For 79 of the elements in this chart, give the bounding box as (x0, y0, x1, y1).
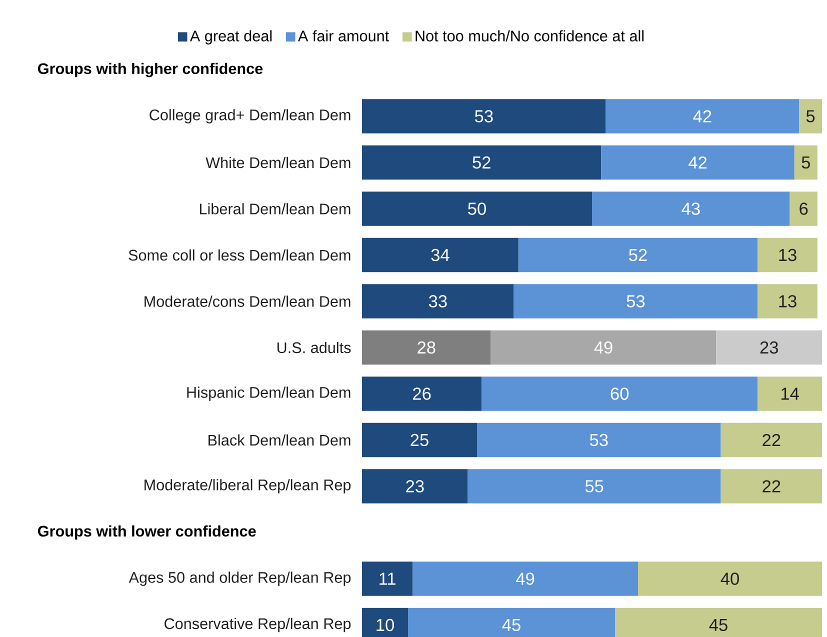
text: Groups with higher confidence (38, 62, 263, 78)
data-label: 55 (585, 480, 604, 492)
bar (799, 99, 822, 134)
bar (468, 469, 721, 504)
y-tick-label: Conservative Rep/lean Rep (164, 618, 351, 632)
data-label: 28 (418, 341, 436, 354)
bar (362, 99, 606, 134)
data-label: 40 (720, 572, 739, 585)
legend-label: Not too much/No confidence at all (416, 30, 644, 42)
y-tick-label: Ages 50 and older Rep/lean Rep (128, 572, 351, 586)
y-tick-label: U.S. adults (277, 342, 351, 354)
data-label: 33 (428, 295, 447, 308)
bar (794, 145, 818, 180)
bar (601, 145, 794, 180)
bar (482, 376, 758, 411)
text: Groups with lower confidence (38, 525, 256, 540)
bar (790, 192, 818, 226)
y-tick-label: College grad+ Dem/lean Dem (150, 109, 350, 124)
data-label: 25 (410, 434, 428, 446)
data-label: 52 (472, 156, 490, 169)
data-label: 53 (590, 434, 608, 446)
data-label: 34 (431, 248, 450, 262)
data-label: 50 (468, 202, 486, 215)
data-label: 53 (474, 110, 493, 122)
bar (362, 469, 468, 504)
bar (592, 192, 790, 226)
data-label: 13 (779, 248, 796, 262)
data-label: 5 (806, 110, 815, 122)
y-tick-label: White Dem/lean Dem (206, 156, 350, 168)
data-label: 42 (693, 110, 712, 122)
y-tick-label: Moderate/cons Dem/lean Dem (144, 296, 350, 307)
data-label: 49 (516, 572, 534, 585)
data-label: 14 (781, 388, 799, 400)
bar (720, 469, 822, 504)
bar (362, 562, 413, 596)
data-label: 53 (626, 295, 645, 308)
data-label: 60 (610, 388, 629, 400)
y-tick-label: Moderate/liberal Rep/lean Rep (144, 479, 351, 494)
data-label: 52 (629, 248, 647, 262)
bar (514, 284, 758, 318)
data-label: 23 (760, 341, 778, 354)
data-label: 45 (709, 618, 728, 632)
bar (362, 376, 482, 411)
bar (362, 192, 592, 226)
bar (720, 422, 822, 458)
bar (362, 284, 514, 318)
data-label: 22 (762, 434, 780, 446)
bar (362, 145, 602, 180)
bar (490, 330, 716, 365)
bar (362, 330, 491, 365)
data-label: 43 (682, 202, 700, 215)
y-tick-label: Hispanic Dem/lean Dem (187, 386, 350, 401)
bar (758, 284, 818, 318)
data-label: 5 (802, 156, 810, 169)
data-label: 42 (688, 156, 707, 169)
bar (716, 330, 822, 365)
data-label: 22 (762, 480, 780, 492)
data-label: 23 (406, 480, 424, 492)
y-tick-label: Black Dem/lean Dem (208, 434, 350, 446)
bar (362, 238, 518, 272)
legend-label: A fair amount (298, 30, 389, 42)
data-label: 45 (502, 618, 520, 632)
legend-label: A great deal (190, 30, 272, 44)
data-label: 26 (413, 388, 431, 400)
bar (758, 238, 818, 272)
data-label: 10 (376, 618, 394, 632)
bar (518, 238, 758, 272)
bar (412, 562, 638, 596)
y-tick-label: Liberal Dem/lean Dem (200, 203, 350, 214)
data-label: 13 (779, 295, 796, 308)
data-label: 49 (594, 341, 612, 354)
bar (477, 422, 721, 458)
y-tick-label: Some coll or less Dem/lean Dem (128, 249, 350, 261)
bar (362, 422, 477, 458)
bar (638, 562, 822, 596)
data-label: 11 (380, 572, 396, 585)
bar (758, 376, 822, 411)
bar (606, 99, 800, 134)
data-label: 6 (800, 202, 808, 215)
